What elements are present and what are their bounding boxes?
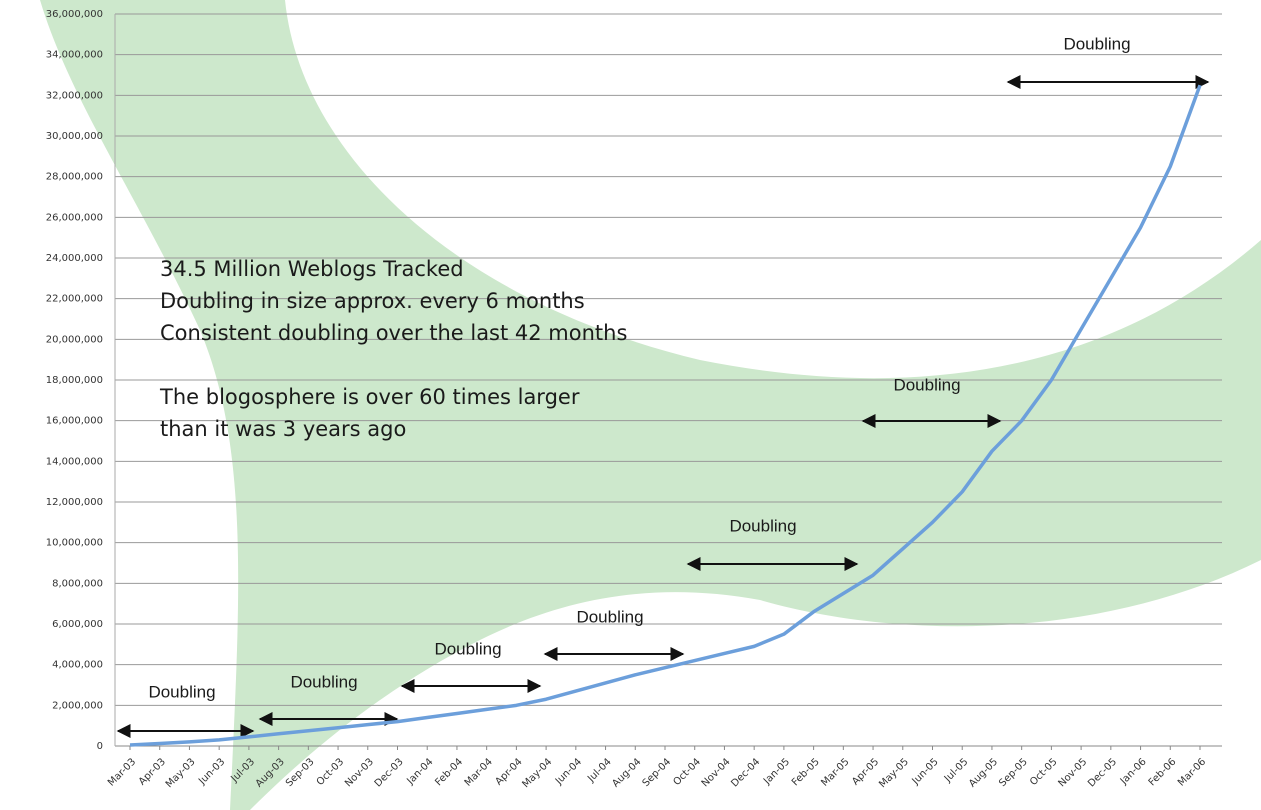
y-tick-label: 16,000,000 (46, 416, 103, 427)
x-tick-label: Sep-04 (641, 756, 674, 789)
doubling-label: Doubling (290, 672, 357, 691)
annotation: than it was 3 years ago (160, 417, 406, 441)
y-tick-label: 4,000,000 (52, 660, 103, 671)
x-tick-label: Dec-05 (1086, 756, 1119, 789)
x-tick-label: Dec-03 (373, 756, 406, 789)
annotation: 34.5 Million Weblogs Tracked (160, 257, 464, 281)
x-tick-label: May-03 (164, 756, 198, 790)
y-tick-label: 32,000,000 (46, 90, 103, 101)
x-tick-label: Aug-05 (967, 756, 1000, 789)
x-tick-label: May-05 (877, 756, 911, 790)
x-tick-label: Jun-04 (553, 756, 584, 787)
doubling-label: Doubling (434, 639, 501, 658)
x-tick-label: Feb-05 (790, 756, 822, 788)
y-tick-label: 0 (97, 741, 103, 752)
y-tick-label: 20,000,000 (46, 334, 103, 345)
x-tick-label: Feb-06 (1147, 756, 1179, 788)
y-tick-label: 30,000,000 (46, 131, 103, 142)
y-tick-label: 22,000,000 (46, 294, 103, 305)
y-tick-label: 34,000,000 (46, 50, 103, 61)
x-tick-label: Jun-05 (910, 756, 941, 787)
y-tick-label: 2,000,000 (52, 700, 103, 711)
doubling-label: Doubling (893, 375, 960, 394)
x-tick-label: Aug-04 (610, 756, 643, 789)
y-tick-label: 6,000,000 (52, 619, 103, 630)
x-tick-label: Sep-05 (997, 756, 1030, 789)
doubling-label: Doubling (729, 516, 796, 535)
x-tick-label: Dec-04 (729, 756, 762, 789)
x-tick-label: Oct-03 (315, 756, 347, 788)
y-tick-label: 26,000,000 (46, 212, 103, 223)
chart: 0 2,000,000 4,000,000 6,000,000 8,000,000 10,… (0, 0, 1261, 810)
doubling-label: Doubling (1063, 34, 1130, 53)
x-tick-label: Mar-03 (106, 756, 138, 788)
y-tick-label: 36,000,000 (46, 9, 103, 20)
doubling-label: Doubling (576, 607, 643, 626)
x-tick-label: Jan-04 (405, 756, 436, 787)
y-tick-label: 12,000,000 (46, 497, 103, 508)
x-tick-label: Oct-05 (1028, 756, 1060, 788)
x-tick-label: Jul-04 (585, 756, 614, 785)
x-tick-label: Jan-05 (761, 756, 792, 787)
y-tick-label: 14,000,000 (46, 456, 103, 467)
x-tick-label: Jun-03 (196, 756, 227, 787)
x-tick-label: Feb-04 (433, 756, 465, 788)
x-tick-label: Jan-06 (1118, 756, 1149, 787)
annotation: Doubling in size approx. every 6 months (160, 289, 585, 313)
y-tick-label: 18,000,000 (46, 375, 103, 386)
x-tick-label: Nov-03 (343, 756, 376, 789)
y-tick-label: 24,000,000 (46, 253, 103, 264)
doubling-label: Doubling (148, 682, 215, 701)
x-tick-label: May-04 (521, 756, 555, 790)
x-tick-label: Nov-05 (1056, 756, 1089, 789)
x-tick-label: Mar-06 (1176, 756, 1208, 788)
y-tick-label: 8,000,000 (52, 578, 103, 589)
x-tick-label: Mar-05 (819, 756, 851, 788)
x-tick-label: Jul-05 (942, 756, 971, 785)
y-tick-label: 10,000,000 (46, 538, 103, 549)
annotation: Consistent doubling over the last 42 mon… (160, 321, 627, 345)
annotation: The blogosphere is over 60 times larger (159, 385, 580, 409)
x-tick-label: Mar-04 (463, 756, 495, 788)
y-tick-label: 28,000,000 (46, 172, 103, 183)
x-tick-label: Nov-04 (700, 756, 733, 789)
x-tick-label: Oct-04 (671, 756, 703, 788)
